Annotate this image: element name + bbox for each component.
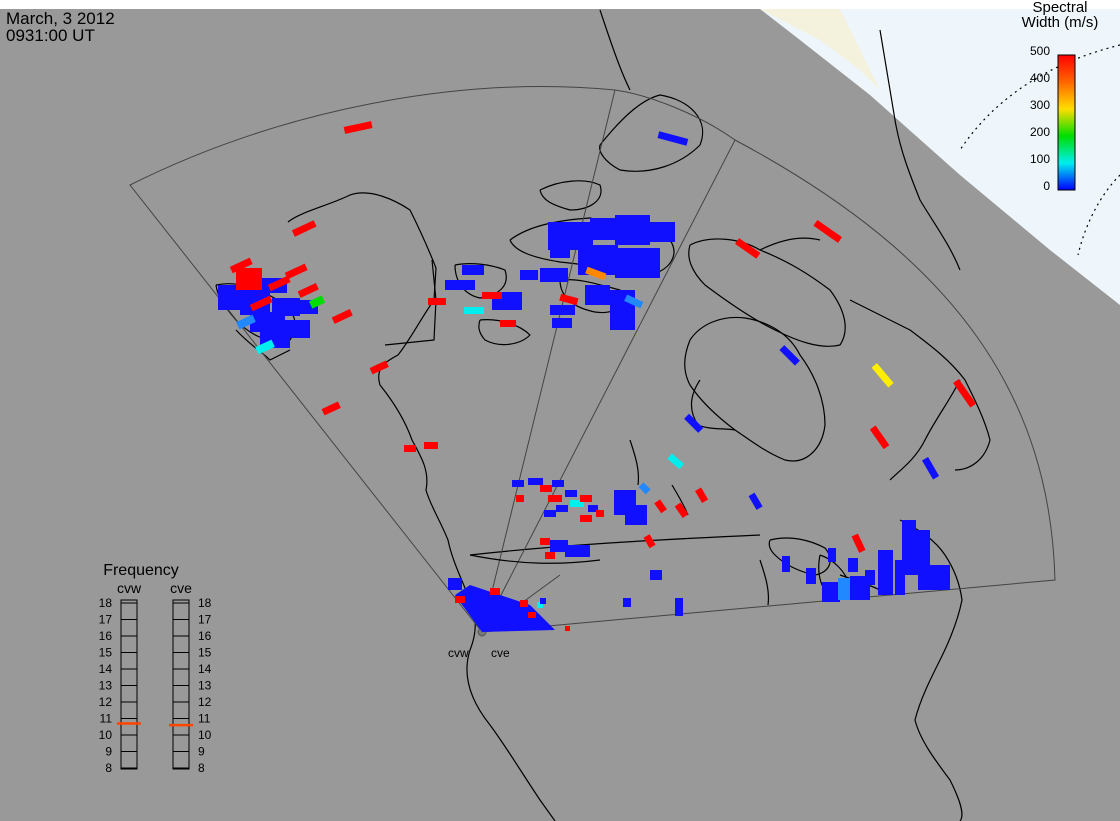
- frequency-markers: [117, 722, 193, 727]
- frequency-panel: Frequency cvw cve 18 18 17 17 16 16 15 15 14 14 13…: [99, 562, 212, 775]
- fov-cvw: [129, 86, 616, 633]
- site-label-cvw: cvw: [448, 646, 469, 660]
- frequency-radar-cvw: cvw: [117, 580, 142, 596]
- frequency-scale-label-right: 8: [198, 761, 205, 775]
- frequency-scale-labels: 18 18 17 17 16 16 15 15 14 14 13 13 12 12 11 11 10 10 9 9 8 8: [99, 596, 212, 775]
- fov-cve: [481, 139, 1056, 633]
- frequency-scale-label-left: 13: [99, 679, 113, 693]
- frequency-grid: [121, 602, 189, 769]
- frequency-scale-label-left: 14: [99, 662, 113, 676]
- time-label: 0931:00 UT: [6, 26, 95, 45]
- near-radar-fan: [448, 578, 570, 632]
- frequency-scale-label-right: 11: [198, 712, 211, 726]
- colorbar-ticks: 500 400 300 200 100 0: [1030, 44, 1050, 193]
- colorbar-tick-0: 0: [1043, 179, 1050, 193]
- frequency-scale-label-left: 18: [99, 596, 113, 610]
- colorbar-title-line1: Spectral: [1032, 0, 1088, 16]
- colorbar-tick-500: 500: [1030, 44, 1050, 58]
- frequency-title: Frequency: [103, 562, 179, 579]
- site-label-cve: cve: [491, 646, 510, 660]
- eastern-cluster: [782, 520, 950, 602]
- frequency-scale-label-left: 17: [99, 613, 113, 627]
- top-margin: [0, 0, 1120, 9]
- frequency-scale-label-right: 10: [198, 728, 212, 742]
- frequency-scale-label-left: 16: [99, 629, 113, 643]
- frequency-scale-label-right: 9: [198, 745, 205, 759]
- backscatter-cells: [218, 121, 977, 632]
- colorbar-title: Spectral Width (m/s): [1010, 0, 1110, 30]
- colorbar-title-line2: Width (m/s): [1021, 14, 1099, 31]
- frequency-scale-label-right: 16: [198, 629, 212, 643]
- spectral-width-colorbar: [1057, 54, 1076, 191]
- frequency-radar-cve: cve: [170, 580, 192, 596]
- frequency-scale-label-right: 18: [198, 596, 212, 610]
- frequency-scale-label-right: 12: [198, 695, 212, 709]
- alaska-cluster: [218, 220, 353, 355]
- arctic-cluster: [343, 121, 689, 330]
- fov-cve-arc-top: [614, 89, 736, 141]
- sea-ice-edge: [760, 9, 880, 90]
- frequency-scale-label-right: 14: [198, 662, 212, 676]
- frequency-bar-cve: [172, 599, 190, 770]
- date-label: March, 3 2012: [6, 9, 115, 28]
- prairie-cluster: [512, 478, 689, 616]
- scattered-cells: [321, 219, 977, 553]
- frequency-scale-label-left: 9: [105, 745, 112, 759]
- frequency-scale-label-left: 10: [99, 728, 113, 742]
- frequency-scale-label-left: 12: [99, 695, 113, 709]
- frequency-scale-label-left: 11: [100, 712, 113, 726]
- colorbar-tick-200: 200: [1030, 125, 1050, 139]
- frequency-scale-label-left: 8: [105, 761, 112, 775]
- daylight-region: [760, 9, 1120, 305]
- frequency-scale-label-right: 13: [198, 679, 212, 693]
- colorbar-tick-400: 400: [1030, 71, 1050, 85]
- frequency-scale-label-right: 15: [198, 646, 212, 660]
- timestamp: March, 3 2012 0931:00 UT: [6, 10, 115, 44]
- colorbar-tick-300: 300: [1030, 98, 1050, 112]
- colorbar-tick-100: 100: [1030, 152, 1050, 166]
- frequency-bar-cvw: [120, 599, 138, 770]
- frequency-scale-label-right: 17: [198, 613, 212, 627]
- frequency-scale-label-left: 15: [99, 646, 113, 660]
